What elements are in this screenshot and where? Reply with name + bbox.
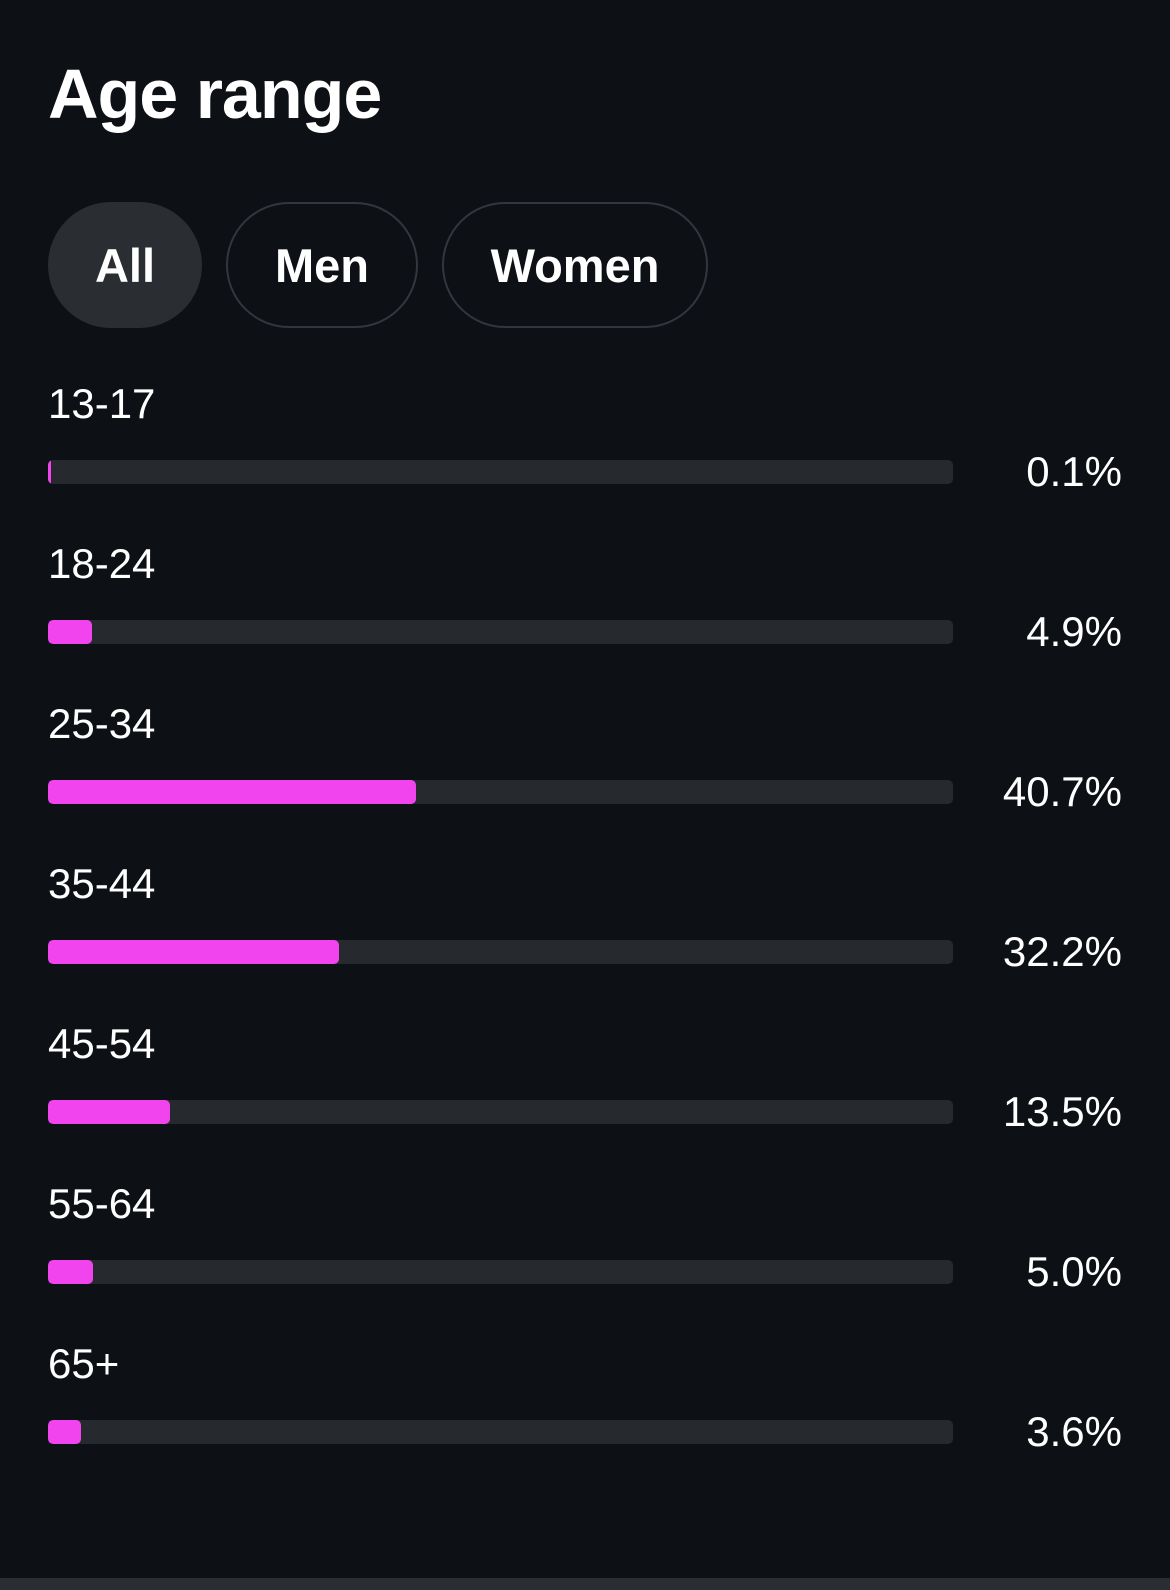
bar-fill [48, 460, 51, 484]
bar-track [48, 620, 953, 644]
percentage-value: 5.0% [1026, 1248, 1122, 1295]
bar-track [48, 460, 953, 484]
filter-all-button[interactable]: All [48, 202, 202, 328]
filter-women-button[interactable]: Women [442, 202, 708, 328]
percentage-value: 0.1% [1026, 448, 1122, 495]
age-range-label: 65+ [48, 1340, 120, 1387]
percentage-value: 3.6% [1026, 1408, 1122, 1455]
percentage-value: 32.2% [1002, 928, 1122, 975]
percentage-value: 40.7% [1002, 768, 1122, 815]
bar-fill [48, 1100, 171, 1124]
bar-track [48, 1100, 953, 1124]
bar-fill [48, 1420, 81, 1444]
age-range-row: 18-24 4.9% [48, 540, 1122, 700]
bar-track [48, 1260, 953, 1284]
bar-track [48, 1420, 953, 1444]
age-range-label: 18-24 [48, 540, 156, 587]
bar-fill [48, 1260, 94, 1284]
age-range-row: 13-17 0.1% [48, 380, 1122, 540]
age-range-label: 45-54 [48, 1020, 156, 1067]
age-range-row: 65+ 3.6% [48, 1340, 1122, 1500]
bar-track [48, 940, 953, 964]
age-range-row: 25-34 40.7% [48, 700, 1122, 860]
age-range-label: 55-64 [48, 1180, 156, 1227]
age-range-label: 13-17 [48, 380, 156, 427]
bar-fill [48, 620, 93, 644]
age-range-row: 55-64 5.0% [48, 1180, 1122, 1340]
bar-fill [48, 780, 417, 804]
age-range-row: 35-44 32.2% [48, 860, 1122, 1020]
gender-filter: All Men Women [48, 202, 732, 328]
bar-fill [48, 940, 340, 964]
page-title: Age range [48, 55, 382, 133]
bottom-divider [0, 1578, 1170, 1590]
bar-track [48, 780, 953, 804]
age-range-label: 25-34 [48, 700, 156, 747]
age-range-label: 35-44 [48, 860, 156, 907]
percentage-value: 13.5% [1002, 1088, 1122, 1135]
percentage-value: 4.9% [1026, 608, 1122, 655]
filter-men-button[interactable]: Men [226, 202, 418, 328]
age-range-row: 45-54 13.5% [48, 1020, 1122, 1180]
age-range-chart: 13-17 0.1% 18-24 4.9% 25-34 40.7% 35-44 32.2% 45… [48, 380, 1122, 1500]
